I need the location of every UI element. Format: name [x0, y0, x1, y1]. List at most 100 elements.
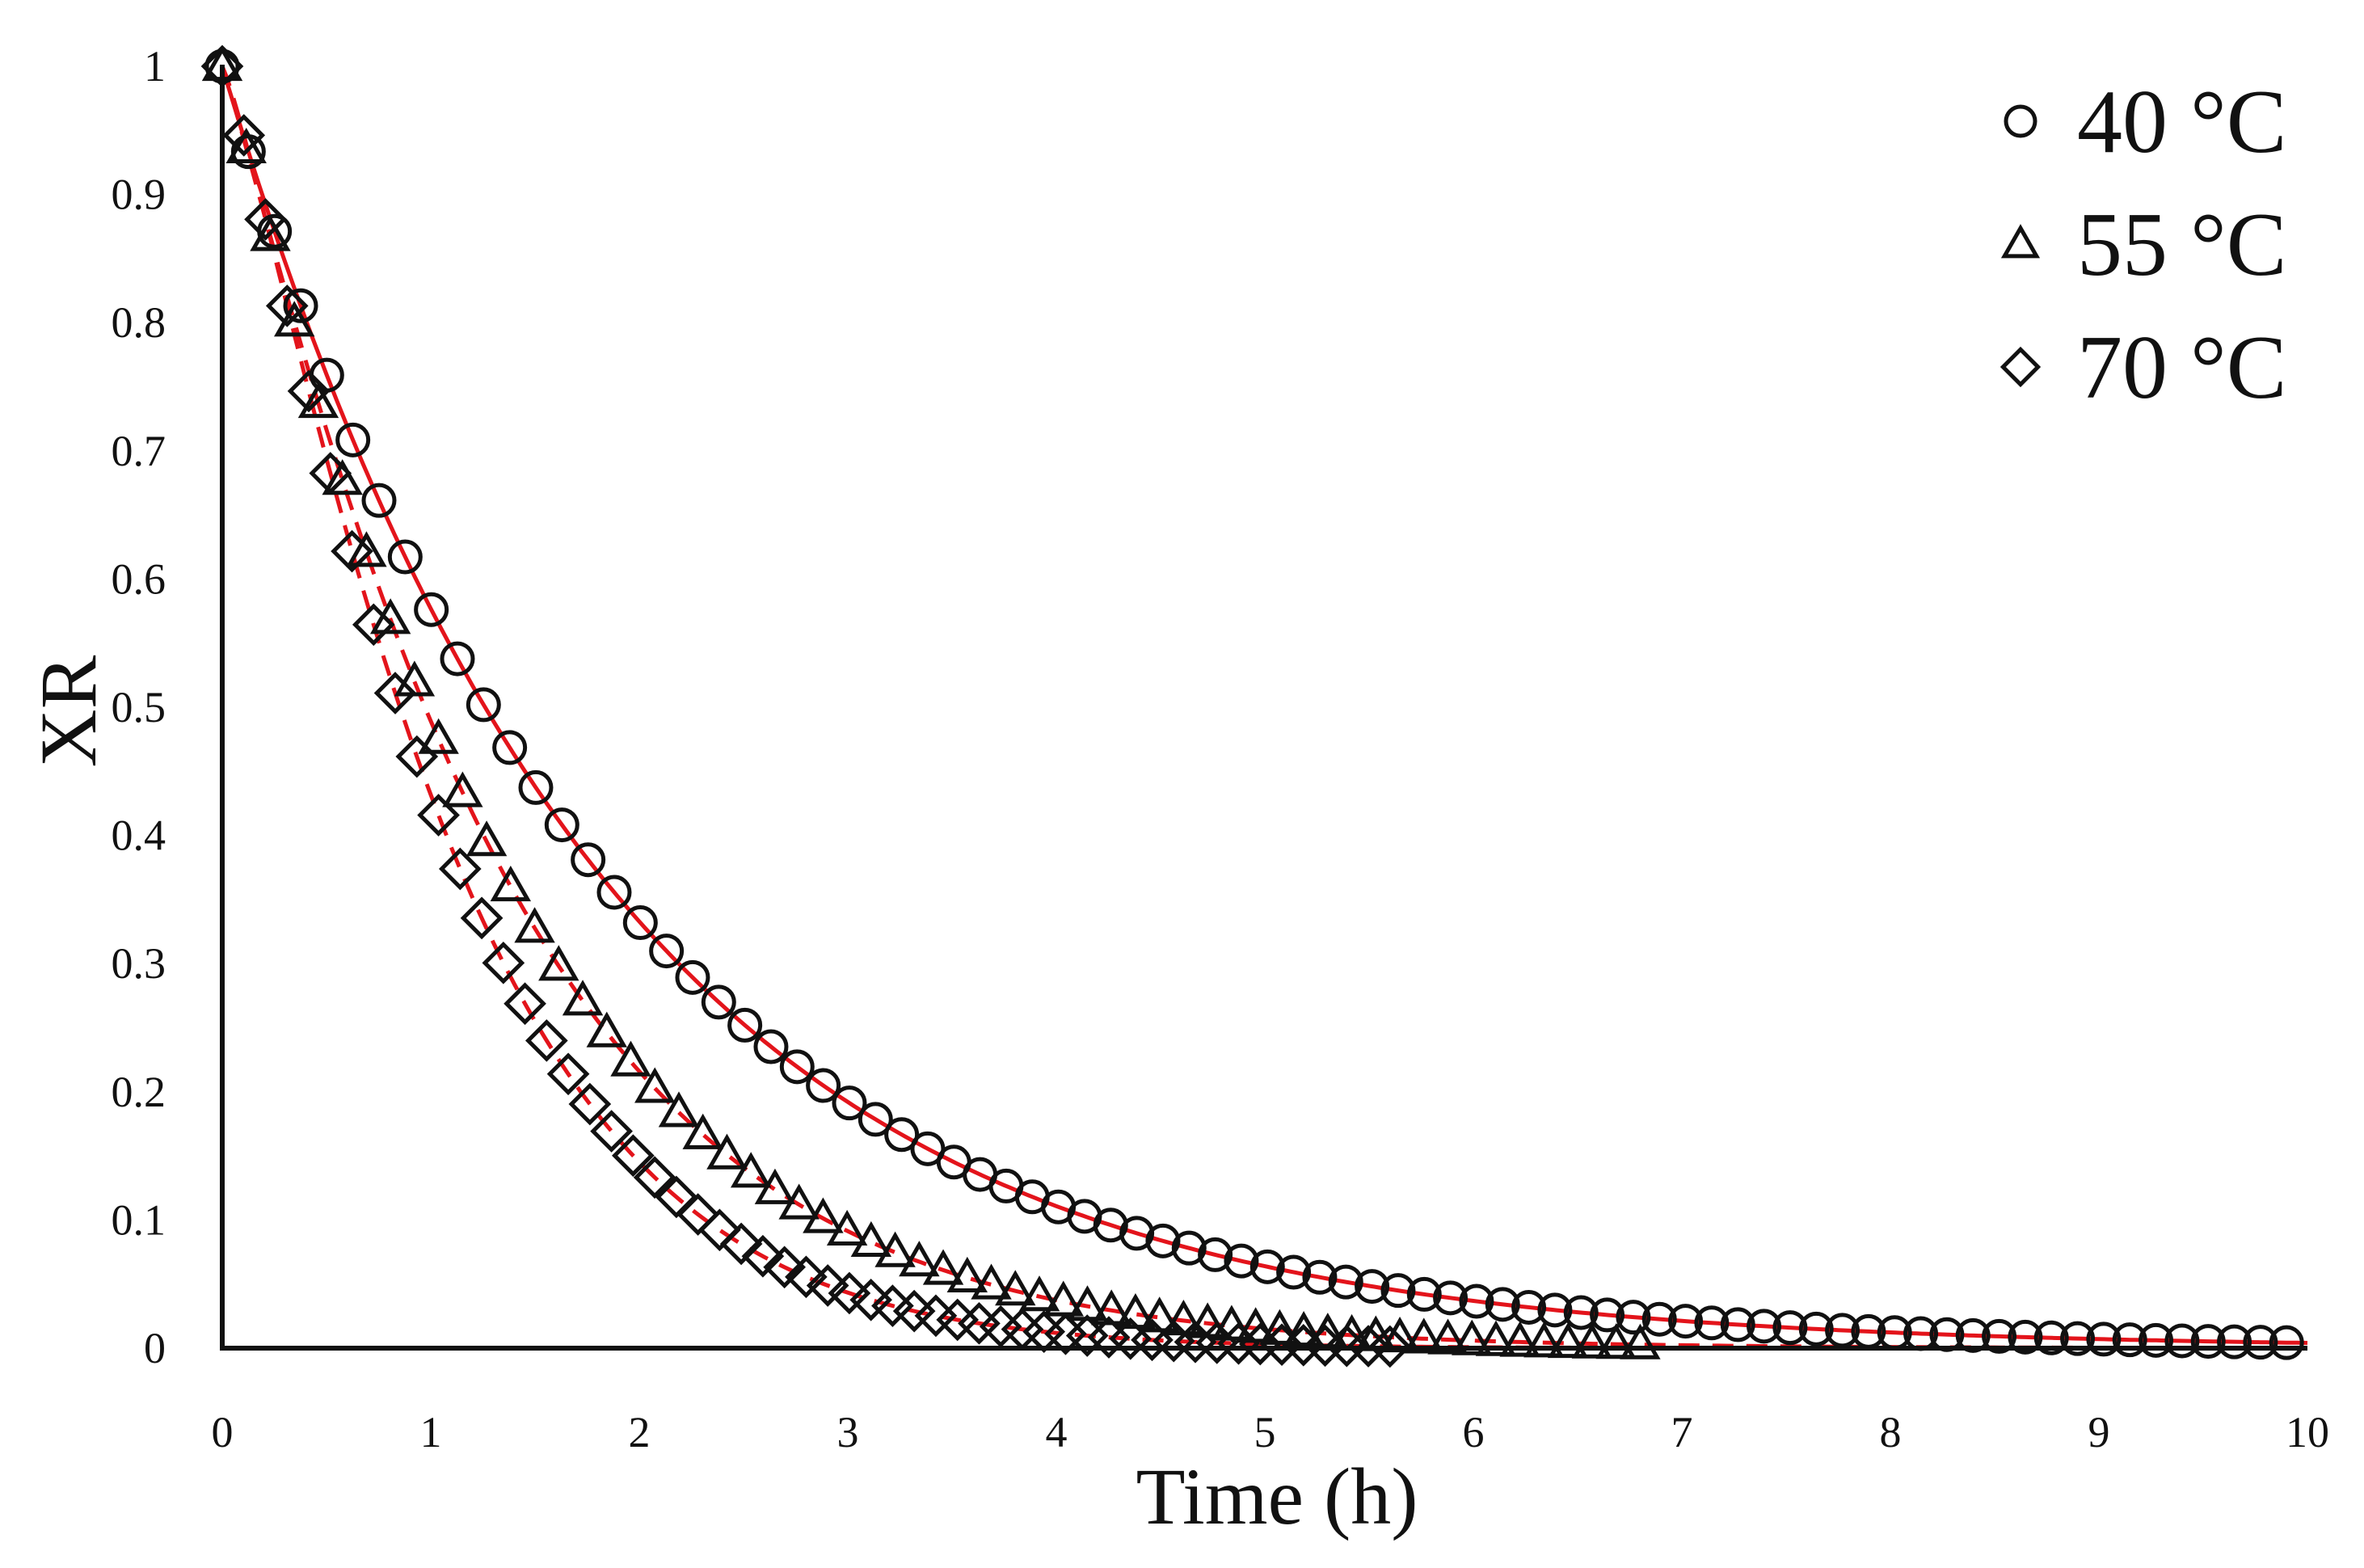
legend-label-diamond: 70 °C: [2077, 318, 2287, 418]
data-point-circle: [1145, 1223, 1181, 1258]
model-fit-lines: [220, 65, 2308, 1351]
series-diamond: [200, 44, 1412, 1368]
x-tick-label: 4: [1046, 1408, 1068, 1456]
y-tick-label: 0.7: [112, 427, 166, 475]
data-point-circle: [518, 769, 554, 805]
data-point-triangle: [514, 907, 555, 943]
x-tick-label: 9: [2088, 1408, 2110, 1456]
x-tick-label: 1: [420, 1408, 442, 1456]
data-point-circle: [1616, 1300, 1651, 1335]
data-point-circle: [1747, 1309, 1782, 1344]
fit-line-diamond: [220, 65, 2307, 1351]
data-point-triangle: [466, 820, 508, 857]
fit-line-circle: [220, 65, 2308, 1345]
data-point-circle: [1641, 1301, 1677, 1337]
data-point-circle: [2086, 1321, 2122, 1357]
data-point-triangle: [850, 1220, 892, 1258]
data-point-triangle: [538, 945, 579, 981]
y-tick-label: 0.5: [112, 683, 166, 731]
legend: 40 °C 55 °C 70 °C: [1999, 72, 2287, 418]
data-point-circle: [675, 959, 710, 995]
data-point-triangle: [1475, 1320, 1517, 1356]
data-point-diamond: [741, 1234, 785, 1278]
experimental-markers: [200, 44, 2304, 1368]
data-point-circle: [571, 842, 606, 878]
data-point-circle: [1406, 1276, 1442, 1312]
data-point-triangle: [658, 1091, 700, 1128]
data-point-circle: [2139, 1322, 2174, 1358]
y-tick-label: 0.1: [112, 1195, 166, 1244]
x-tick-label: 3: [837, 1408, 859, 1456]
data-point-diamond: [525, 1019, 568, 1062]
data-point-circle: [1459, 1283, 1494, 1319]
data-point-triangle: [1595, 1323, 1637, 1359]
data-point-triangle: [634, 1067, 676, 1103]
data-point-diamond: [222, 114, 266, 157]
y-tick-label: 0.3: [112, 939, 166, 988]
data-point-triangle: [1499, 1321, 1540, 1357]
data-point-circle: [1485, 1287, 1520, 1322]
data-point-circle: [414, 592, 449, 627]
data-point-triangle: [1571, 1322, 1613, 1359]
x-axis-title: Time (h): [1136, 1452, 1418, 1541]
legend-item-circle: 40 °C: [2004, 72, 2287, 172]
legend-marker-triangle: [2000, 224, 2041, 259]
data-point-triangle: [730, 1152, 772, 1188]
data-point-triangle: [754, 1168, 796, 1204]
data-point-triangle: [1620, 1323, 1661, 1359]
legend-label-triangle: 55 °C: [2077, 195, 2287, 295]
data-point-diamond: [828, 1271, 871, 1315]
data-point-diamond: [590, 1110, 633, 1153]
data-point-diamond: [482, 942, 525, 984]
data-point-circle: [2112, 1322, 2147, 1358]
data-point-triangle: [682, 1113, 723, 1149]
data-point-diamond: [287, 369, 331, 413]
data-point-circle: [806, 1068, 841, 1103]
data-point-triangle: [562, 980, 604, 1016]
data-point-diamond: [806, 1264, 849, 1307]
data-point-circle: [2060, 1321, 2096, 1356]
y-tick-label: 0.2: [112, 1068, 166, 1116]
data-point-triangle: [346, 531, 387, 567]
data-point-diamond: [265, 285, 309, 327]
data-point-triangle: [1018, 1275, 1060, 1312]
data-point-circle: [622, 905, 658, 941]
y-tick-label: 0.9: [112, 171, 166, 219]
data-point-triangle: [706, 1133, 748, 1170]
data-point-circle: [1224, 1243, 1259, 1279]
data-point-diamond: [1368, 1325, 1412, 1368]
data-point-diamond: [460, 896, 504, 940]
data-point-diamond: [849, 1278, 893, 1321]
data-point-triangle: [586, 1011, 627, 1047]
data-point-circle: [1249, 1249, 1285, 1284]
data-point-circle: [1537, 1292, 1573, 1328]
data-point-diamond: [504, 982, 546, 1026]
y-axis-title: XR: [23, 655, 113, 767]
data-point-circle: [466, 687, 501, 723]
data-point-circle: [753, 1029, 789, 1064]
data-point-circle: [832, 1085, 867, 1121]
data-point-circle: [1380, 1273, 1416, 1309]
data-point-circle: [2008, 1319, 2043, 1355]
y-tick-label: 1: [144, 42, 166, 91]
data-point-diamond: [676, 1193, 719, 1236]
data-point-diamond: [352, 603, 395, 647]
data-point-circle: [858, 1102, 893, 1137]
data-point-circle: [1798, 1311, 1834, 1347]
data-point-circle: [1355, 1269, 1390, 1305]
data-point-diamond: [546, 1052, 590, 1096]
series-triangle: [201, 45, 1661, 1359]
data-point-circle: [2164, 1323, 2200, 1359]
data-point-diamond: [633, 1156, 676, 1199]
data-point-triangle: [995, 1270, 1036, 1306]
x-tick-label: 0: [212, 1408, 234, 1456]
data-point-circle: [1955, 1317, 1991, 1353]
data-point-triangle: [1403, 1317, 1444, 1354]
data-point-triangle: [1547, 1321, 1589, 1359]
data-point-circle: [2217, 1324, 2252, 1359]
data-point-circle: [440, 641, 475, 677]
data-point-circle: [1563, 1295, 1599, 1330]
data-point-circle: [1772, 1310, 1808, 1346]
data-point-diamond: [719, 1222, 763, 1266]
